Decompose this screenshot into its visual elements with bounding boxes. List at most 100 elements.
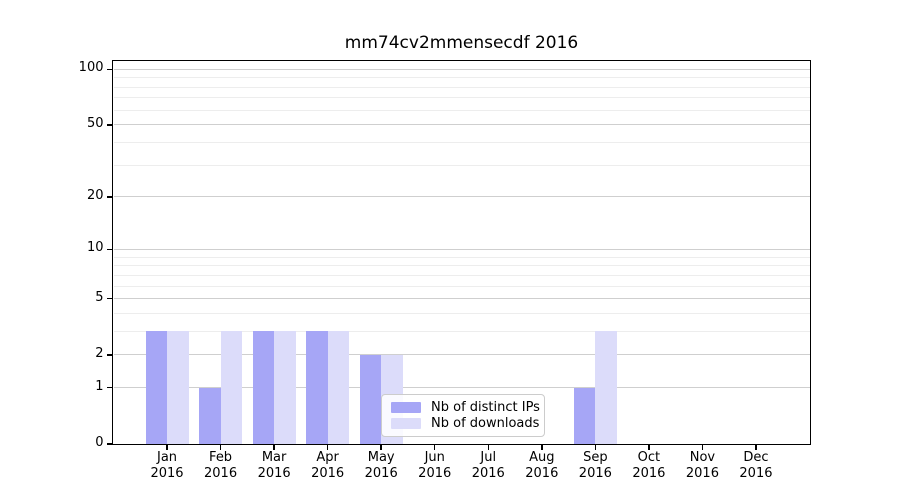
y-tick-label: 5 (95, 289, 104, 305)
x-tick-label-year: 2016 (204, 466, 238, 481)
y-gridline-minor (113, 312, 810, 314)
x-tick-mark (273, 445, 275, 450)
y-tick-label: 0 (95, 435, 104, 450)
y-tick-mark (107, 68, 113, 71)
y-tick-mark (107, 386, 113, 389)
bar-downloads (167, 331, 189, 444)
x-tick-label-year: 2016 (471, 466, 505, 481)
legend-item-downloads: Nb of downloads (391, 416, 539, 431)
x-tick-label-year: 2016 (685, 466, 719, 481)
bar-distinct-ips (252, 331, 275, 444)
x-tick-mark (326, 445, 329, 450)
x-tick-label-month: Nov (689, 450, 716, 465)
x-tick-label-month: Jul (480, 450, 497, 465)
x-tick-label: Dec 2016 (724, 450, 788, 482)
y-gridline-major (113, 68, 810, 70)
legend-item-distinct-ips: Nb of distinct IPs (391, 400, 540, 415)
x-tick-label-month: Mar (261, 450, 287, 465)
bar-downloads (327, 331, 350, 444)
y-tick-label: 1 (95, 378, 104, 394)
x-tick-label-month: Oct (637, 450, 661, 465)
x-tick-label-year: 2016 (150, 466, 184, 481)
x-tick-label-month: Sep (583, 450, 608, 465)
chart-title: mm74cv2mmensecdf 2016 (344, 33, 579, 53)
y-gridline-major (113, 124, 810, 126)
y-tick-mark (107, 124, 113, 126)
x-tick-mark (755, 445, 757, 450)
y-gridline-minor (113, 265, 810, 267)
x-tick-mark (594, 445, 597, 450)
x-tick-label: Nov 2016 (670, 450, 734, 482)
bar-distinct-ips (573, 387, 596, 444)
x-tick-mark (380, 445, 382, 450)
x-tick-label: Feb 2016 (189, 450, 253, 482)
y-tick-label: 10 (86, 240, 104, 256)
x-tick-label-year: 2016 (418, 466, 452, 481)
y-gridline-minor (113, 256, 810, 258)
y-gridline-minor (113, 86, 810, 88)
y-gridline-minor (113, 97, 810, 99)
y-gridline-major (113, 298, 810, 300)
x-tick-mark (648, 445, 650, 450)
x-tick-label-month: Aug (529, 450, 555, 465)
y-gridline-minor (113, 274, 810, 276)
y-tick-mark (107, 297, 113, 300)
bar-distinct-ips (199, 387, 221, 444)
y-gridline-minor (113, 77, 810, 79)
bar-downloads (220, 331, 243, 444)
y-tick-mark (107, 443, 113, 445)
bar-distinct-ips (359, 354, 382, 444)
y-tick-label: 2 (95, 345, 104, 361)
x-tick-label: Jan 2016 (135, 450, 199, 482)
y-gridline-major (113, 387, 810, 389)
legend: Nb of distinct IPs Nb of downloads (381, 394, 545, 437)
x-tick-label: Sep 2016 (563, 450, 627, 482)
x-tick-label: May 2016 (349, 450, 413, 482)
bar-downloads (274, 331, 296, 444)
legend-swatch-downloads (391, 418, 421, 430)
x-tick-label-month: Apr (316, 450, 339, 465)
x-tick-mark (487, 445, 490, 450)
y-gridline-minor (113, 164, 810, 166)
x-tick-label: Oct 2016 (617, 450, 681, 482)
x-tick-label: Apr 2016 (296, 450, 360, 482)
x-tick-label: Aug 2016 (510, 450, 574, 482)
x-tick-label-year: 2016 (364, 466, 398, 481)
bar-downloads (595, 331, 617, 444)
x-tick-mark (433, 445, 436, 450)
x-tick-mark (219, 445, 222, 450)
y-tick-mark (107, 354, 113, 356)
x-tick-label-month: Feb (209, 450, 233, 465)
x-tick-label-year: 2016 (632, 466, 666, 481)
y-gridline-minor (113, 330, 810, 332)
x-tick-label-month: May (367, 450, 395, 465)
x-tick-label-month: Jun (424, 450, 445, 465)
y-gridline-major (113, 354, 810, 356)
x-tick-label-year: 2016 (578, 466, 612, 481)
x-tick-label: Jun 2016 (403, 450, 467, 482)
x-tick-mark (166, 445, 168, 450)
x-tick-label: Jul 2016 (456, 450, 520, 482)
y-gridline-minor (113, 109, 810, 111)
x-tick-label: Mar 2016 (242, 450, 306, 482)
y-gridline-minor (113, 142, 810, 144)
y-gridline-minor (113, 285, 810, 287)
legend-label-downloads: Nb of downloads (431, 416, 540, 432)
y-gridline-major (113, 248, 810, 250)
x-tick-label-month: Dec (743, 450, 769, 465)
x-tick-label-month: Jan (157, 450, 178, 465)
x-tick-label-year: 2016 (257, 466, 291, 481)
x-tick-mark (701, 445, 704, 450)
x-tick-label-year: 2016 (311, 466, 345, 481)
y-tick-label: 50 (86, 115, 104, 131)
y-gridline-major (113, 196, 810, 198)
x-tick-label-year: 2016 (525, 466, 559, 481)
y-tick-label: 100 (78, 60, 104, 76)
x-tick-mark (541, 445, 543, 450)
y-tick-label: 20 (86, 187, 104, 203)
y-tick-mark (107, 248, 113, 251)
y-tick-mark (107, 196, 113, 198)
x-tick-label-year: 2016 (739, 466, 773, 481)
legend-label-distinct-ips: Nb of distinct IPs (431, 399, 540, 415)
